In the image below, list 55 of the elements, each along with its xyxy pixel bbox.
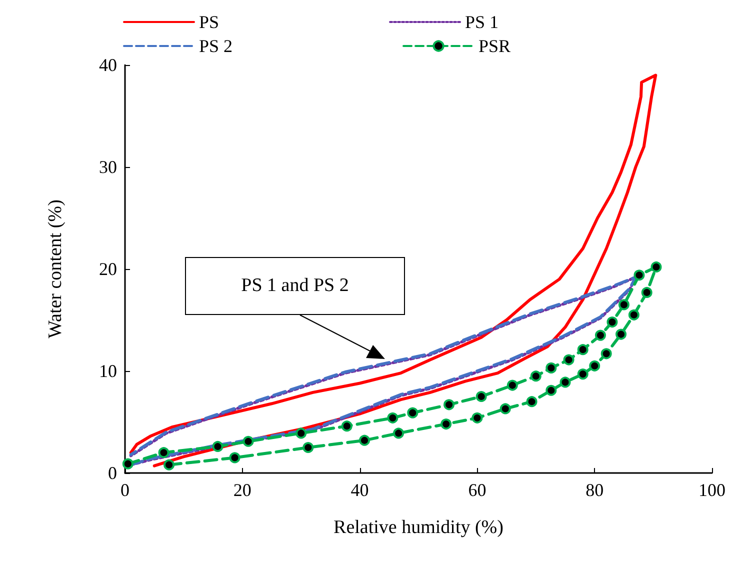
point: [296, 428, 307, 439]
legend-label: PS: [199, 12, 220, 32]
point: [530, 370, 542, 382]
x-axis-title: Relative humidity (%): [334, 517, 504, 538]
x-tick-label: 100: [698, 480, 726, 500]
point: [444, 399, 455, 410]
y-axis-title: Water content (%): [45, 200, 66, 338]
point: [600, 348, 612, 360]
point: [359, 434, 370, 446]
legend-label: PS 2: [199, 36, 233, 56]
point: [650, 261, 662, 272]
point: [546, 362, 557, 374]
point: [616, 328, 627, 340]
legend-label: PSR: [478, 36, 511, 56]
point: [560, 376, 571, 388]
legend-label: PS 1: [465, 12, 499, 32]
point: [546, 384, 557, 396]
point: [577, 368, 588, 380]
x-tick-label: 40: [350, 480, 369, 500]
x-tick-label: 20: [233, 480, 252, 500]
x-tick-label: 80: [586, 480, 604, 500]
point: [229, 452, 240, 464]
point: [594, 330, 606, 341]
point: [628, 309, 640, 320]
point: [407, 407, 418, 418]
point: [122, 458, 134, 470]
point: [440, 418, 452, 430]
point: [577, 344, 588, 356]
y-tick-label: 10: [99, 361, 117, 381]
point: [476, 391, 487, 402]
point: [563, 354, 574, 366]
point: [506, 380, 518, 391]
point: [618, 299, 630, 310]
point: [242, 436, 254, 447]
text-box: PS 1 and PS 2: [185, 257, 405, 315]
point: [472, 412, 483, 424]
y-tick-label: 20: [99, 259, 117, 279]
point: [641, 286, 652, 298]
point: [393, 428, 404, 439]
y-tick-label: 40: [99, 55, 117, 75]
point: [500, 403, 511, 414]
x-tick-label: 0: [120, 480, 130, 500]
point: [302, 442, 314, 453]
point: [606, 316, 618, 328]
point: [634, 270, 645, 281]
point: [589, 360, 600, 372]
point: [164, 459, 175, 470]
point: [526, 396, 538, 408]
point: [158, 447, 170, 458]
point: [387, 412, 398, 424]
point: [212, 440, 224, 452]
point: [341, 420, 352, 432]
x-tick-label: 60: [468, 480, 486, 500]
y-tick-label: 30: [99, 157, 117, 177]
y-tick-label: 0: [108, 463, 117, 483]
